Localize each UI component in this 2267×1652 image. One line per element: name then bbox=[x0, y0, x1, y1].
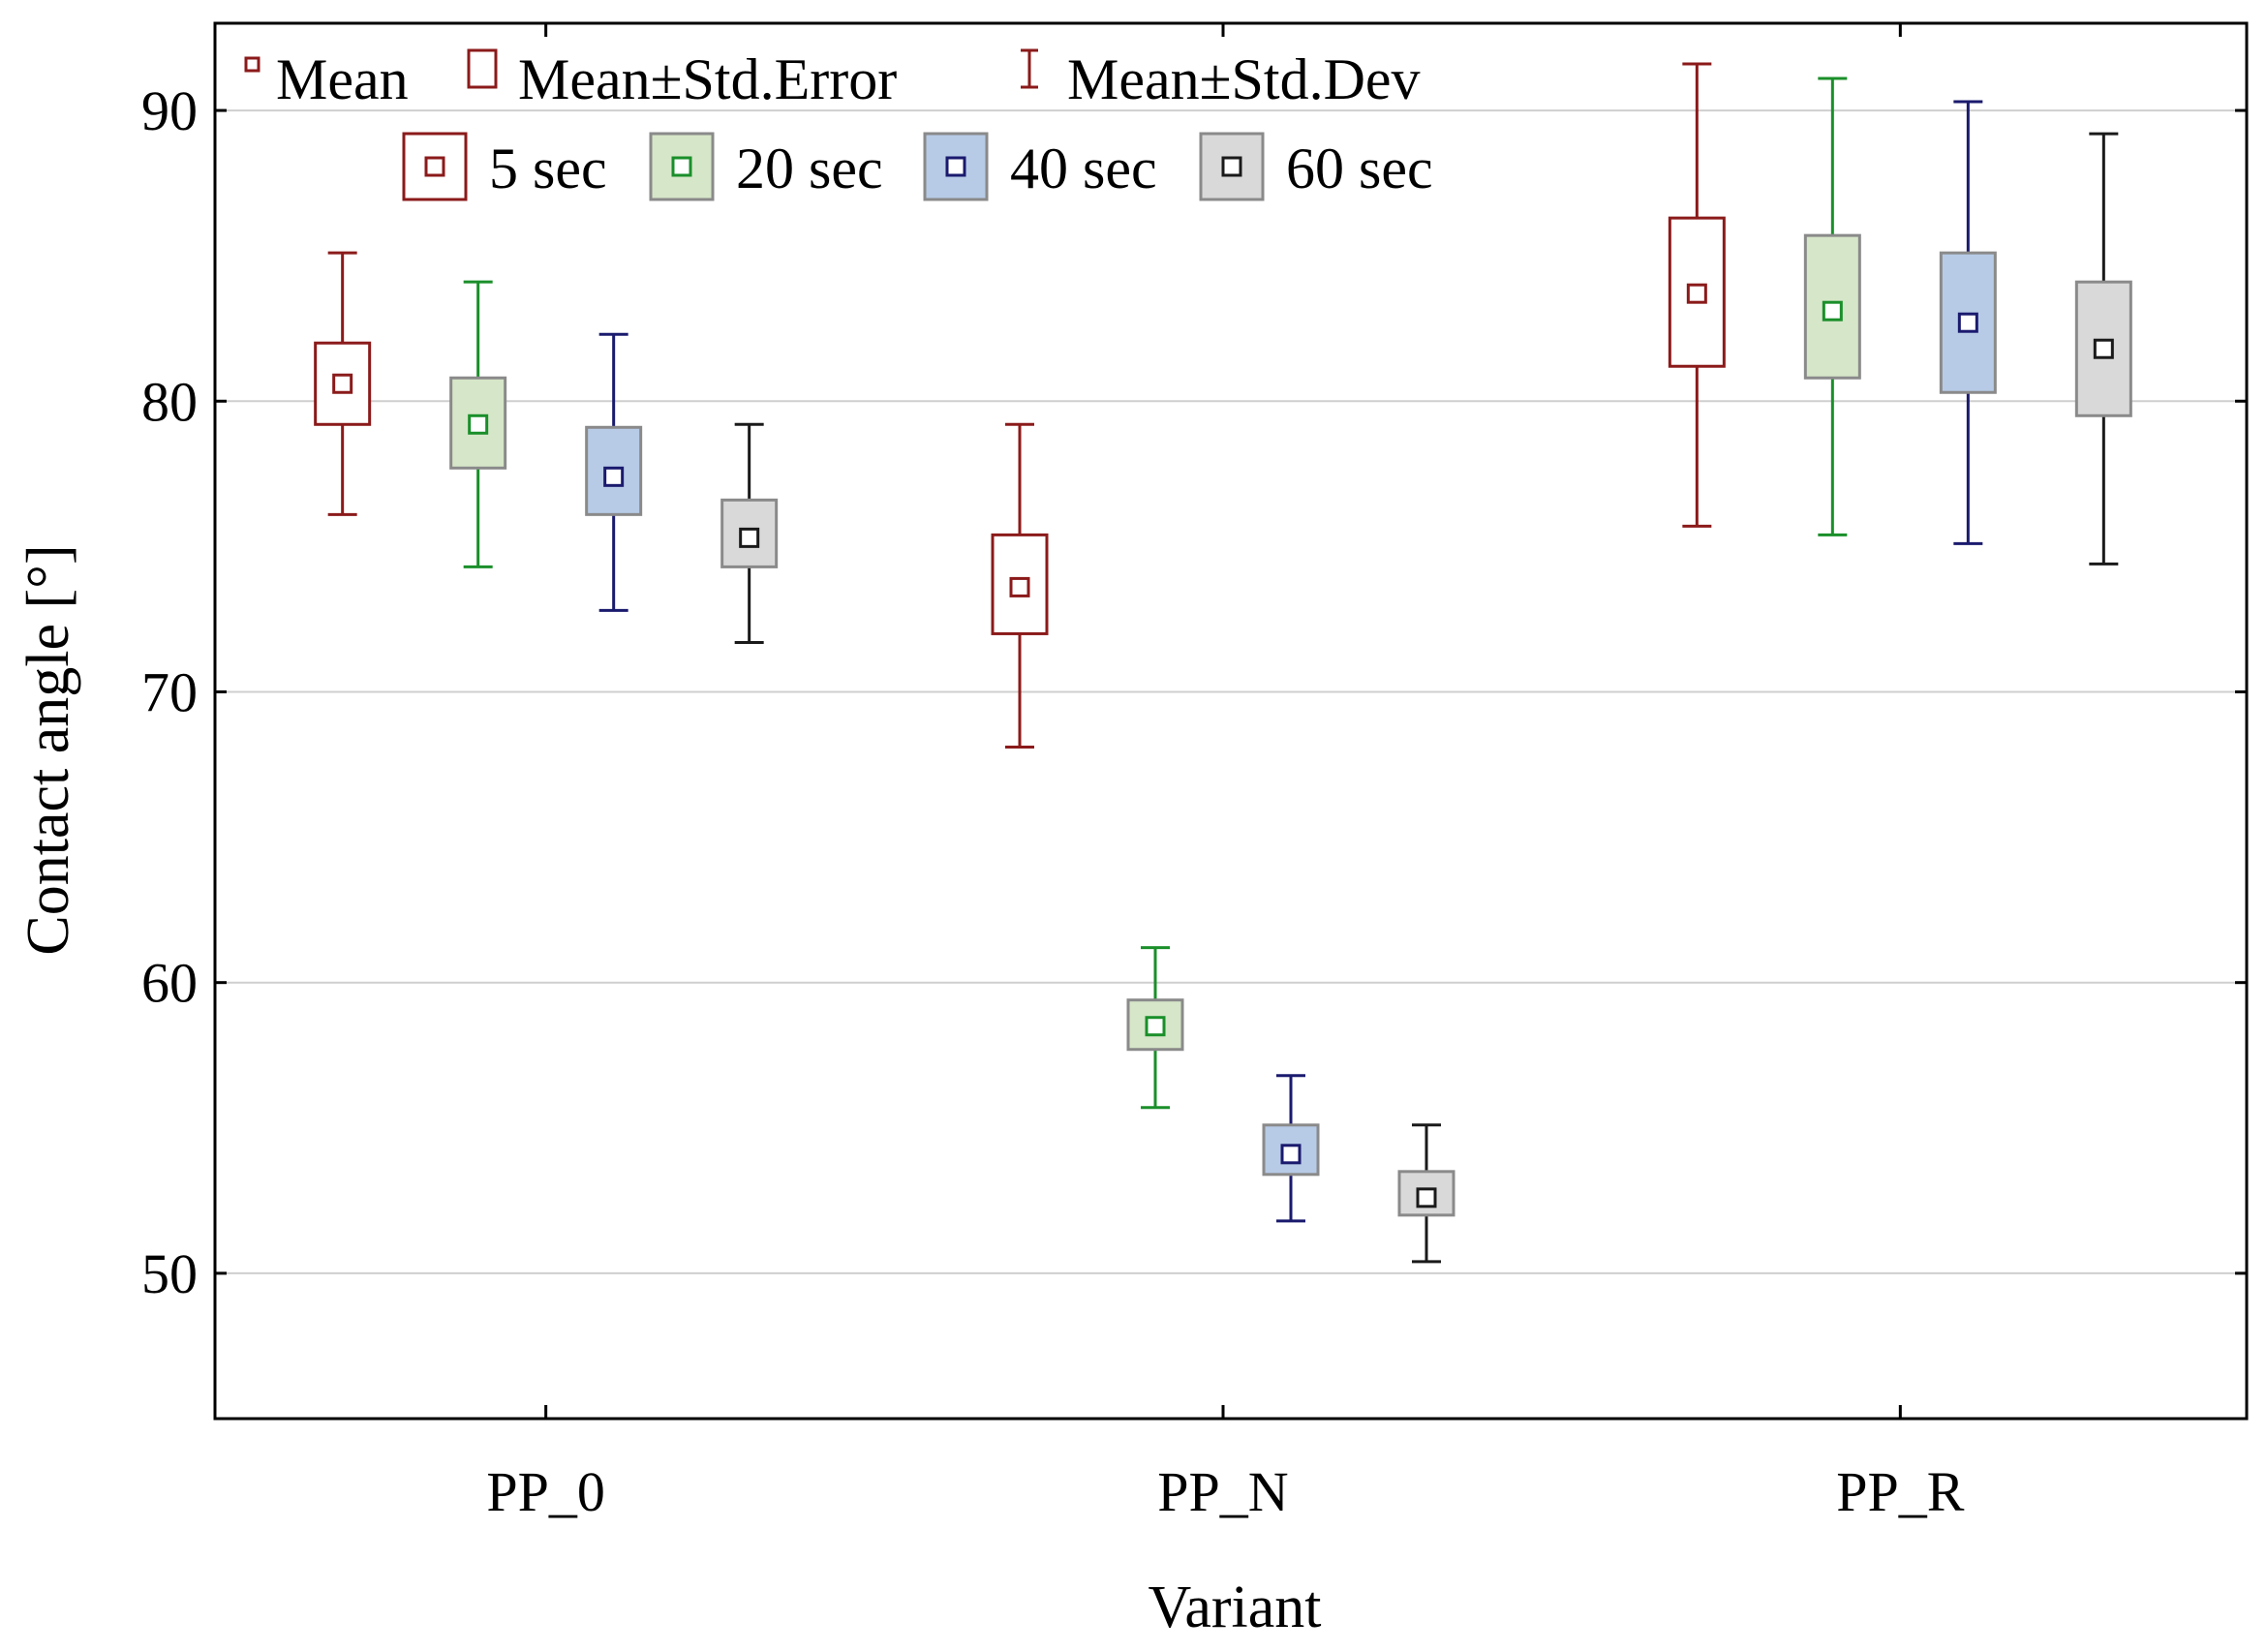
box-PP_0-20sec bbox=[449, 280, 507, 568]
legend-series-label: 20 sec bbox=[736, 137, 883, 200]
box-PP_N-60sec bbox=[1397, 1123, 1455, 1264]
se-box bbox=[1803, 233, 1861, 380]
x-axis-title: Variant bbox=[1148, 1575, 1321, 1640]
box-PP_0-5sec bbox=[314, 251, 372, 516]
mean-marker bbox=[2093, 338, 2114, 359]
box-PP_R-40sec bbox=[1939, 100, 1997, 545]
x-tick-label: PP_R bbox=[1836, 1460, 1965, 1523]
legend-se-label: Mean±Std.Error bbox=[518, 47, 897, 111]
mean-marker bbox=[1822, 300, 1843, 321]
mean-marker bbox=[1957, 312, 1978, 333]
legend-sd-label: Mean±Std.Dev bbox=[1067, 47, 1421, 111]
whisker-icon bbox=[1021, 48, 1038, 89]
legend-series-label: 60 sec bbox=[1286, 137, 1433, 200]
legend-swatch-mean bbox=[1221, 156, 1242, 177]
plot-frame bbox=[213, 21, 2249, 1421]
legend-swatch bbox=[649, 132, 715, 201]
box-PP_N-20sec bbox=[1126, 946, 1184, 1110]
small-square-icon bbox=[244, 56, 260, 73]
mean-marker bbox=[1280, 1144, 1302, 1165]
mean-marker bbox=[1009, 576, 1030, 597]
legend-entry-40sec: 40 sec bbox=[923, 132, 1157, 201]
mean-marker bbox=[1145, 1016, 1166, 1037]
x-tick-label: PP_0 bbox=[486, 1460, 605, 1523]
y-tick-label: 60 bbox=[141, 952, 198, 1015]
mean-marker bbox=[468, 413, 489, 435]
box-icon bbox=[467, 48, 498, 89]
mean-marker bbox=[332, 373, 353, 394]
y-axis-title: Contact angle [°] bbox=[15, 544, 81, 955]
box-PP_0-60sec bbox=[720, 422, 779, 644]
legend-entry-60sec: 60 sec bbox=[1199, 132, 1433, 201]
y-tick-label: 80 bbox=[141, 370, 198, 433]
legend-series-label: 40 sec bbox=[1010, 137, 1157, 200]
legend-entry-20sec: 20 sec bbox=[649, 132, 883, 201]
legend-swatch-mean bbox=[671, 156, 692, 177]
box-PP_N-5sec bbox=[991, 422, 1049, 750]
mean-marker bbox=[1416, 1187, 1437, 1208]
legend-swatch-mean bbox=[424, 156, 445, 177]
mean-marker bbox=[1686, 283, 1707, 304]
y-tick-label: 50 bbox=[141, 1242, 198, 1305]
y-tick-label: 90 bbox=[141, 79, 198, 142]
legend-mean-label: Mean bbox=[276, 47, 409, 111]
box-PP_R-20sec bbox=[1803, 76, 1861, 536]
mean-marker bbox=[739, 527, 760, 548]
box-PP_N-40sec bbox=[1262, 1074, 1320, 1223]
mean-marker bbox=[603, 466, 625, 487]
legend-swatch-mean bbox=[945, 156, 966, 177]
legend-entry-5sec: 5 sec bbox=[402, 132, 607, 201]
box-PP_0-40sec bbox=[585, 332, 643, 612]
y-tick-label: 70 bbox=[141, 660, 198, 723]
box-PP_R-5sec bbox=[1668, 62, 1726, 528]
x-tick-label: PP_N bbox=[1157, 1460, 1288, 1523]
box-PP_R-60sec bbox=[2074, 132, 2132, 566]
legend-series-label: 5 sec bbox=[489, 137, 607, 200]
